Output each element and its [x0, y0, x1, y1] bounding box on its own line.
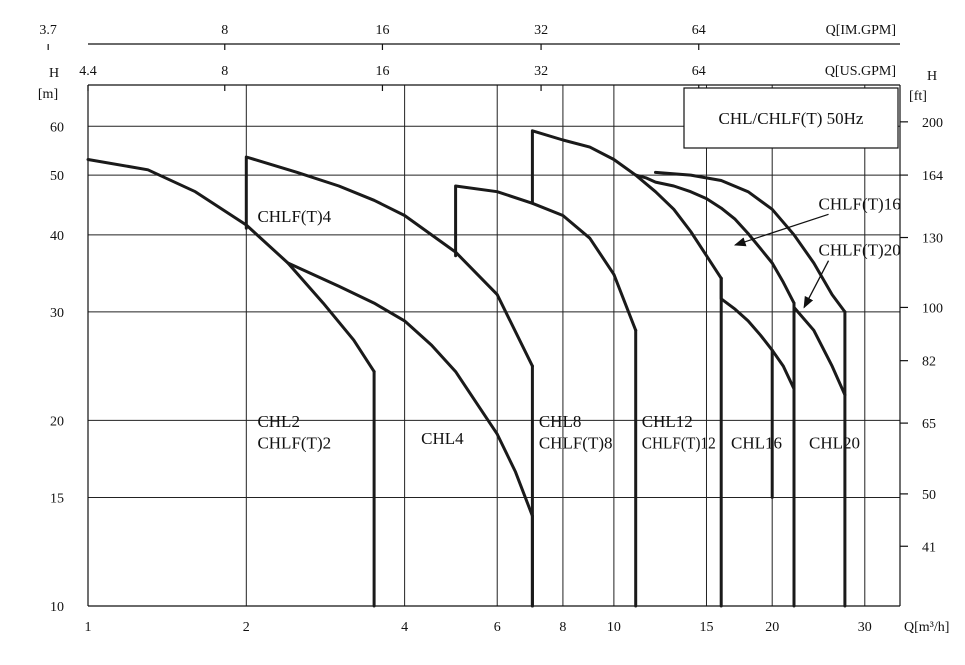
- x-tick-label: 4: [401, 620, 408, 635]
- x-tick-label: 15: [699, 620, 713, 635]
- top-axis1-tick-label: 16: [375, 23, 389, 38]
- x-tick-label: 20: [765, 620, 779, 635]
- right-axis-unit: [ft]: [909, 89, 927, 104]
- pump-curves: [86, 129, 847, 608]
- model-label: CHL8: [539, 412, 582, 431]
- performance-curve: [654, 170, 847, 314]
- x-tick-label: 10: [607, 620, 621, 635]
- chart-title-box: CHL/CHLF(T) 50Hz: [683, 87, 899, 149]
- top-axis2-tick-label: 16: [375, 64, 389, 79]
- right-y-tick-label: 130: [922, 232, 943, 247]
- left-axis-head: H: [49, 66, 59, 81]
- x-axis-title: Q[m³/h]: [904, 620, 949, 635]
- x-tick-label: 1: [85, 620, 92, 635]
- model-label: CHL2: [257, 412, 300, 431]
- performance-curve: [454, 184, 638, 332]
- label-arrow: [733, 213, 829, 247]
- model-label: CHLF(T)20: [819, 241, 901, 260]
- performance-curve: [286, 261, 534, 518]
- model-label: CHL16: [731, 434, 782, 453]
- top-axis1-tick-label: 8: [221, 23, 228, 38]
- gridlines: [88, 85, 900, 607]
- left-y-tick-label: 10: [50, 600, 64, 615]
- right-y-tick-label: 50: [922, 488, 936, 503]
- top-axis2-tick-label: 64: [692, 64, 706, 79]
- model-label: CHLF(T)2: [257, 434, 331, 453]
- right-y-tick-label: 200: [922, 116, 943, 131]
- left-y-tick-label: 30: [50, 306, 64, 321]
- top-axis2-title: Q[US.GPM]: [825, 64, 896, 79]
- model-label: CHLF(T)12: [642, 434, 716, 453]
- model-label: CHLF(T)16: [819, 194, 901, 213]
- performance-curve: [244, 155, 534, 368]
- top-axis1-title: Q[IM.GPM]: [826, 23, 896, 38]
- top-axis2-tick-label: 4.4: [79, 64, 97, 79]
- title-box: [683, 87, 899, 149]
- performance-curve: [86, 158, 376, 374]
- right-y-tick-label: 82: [922, 355, 936, 370]
- model-label: CHL20: [809, 434, 860, 453]
- right-axis-head: H: [927, 69, 937, 84]
- label-arrow: [803, 260, 830, 309]
- top-axis2-tick-label: 8: [221, 64, 228, 79]
- left-y-tick-label: 15: [50, 491, 64, 506]
- top-axis1-tick-label: 3.7: [39, 23, 57, 38]
- top-axis1-tick-label: 32: [534, 23, 548, 38]
- right-y-tick-label: 100: [922, 301, 943, 316]
- left-y-tick-label: 40: [50, 229, 64, 244]
- left-y-tick-label: 50: [50, 169, 64, 184]
- model-label: CHLF(T)4: [257, 207, 331, 226]
- right-y-tick-label: 41: [922, 540, 936, 555]
- tick-labels: 3.7 8 16 32 64 Q[IM.GPM]4.4 8 16 32 64 Q[US.GPM]1 2…: [38, 23, 950, 635]
- left-y-tick-label: 60: [50, 120, 64, 135]
- top-axis2-tick-label: 32: [534, 64, 548, 79]
- plot-frame: [47, 43, 908, 607]
- x-tick-label: 30: [858, 620, 872, 635]
- performance-curve: [634, 173, 796, 305]
- top-axis1-tick-label: 64: [692, 23, 706, 38]
- model-label: CHLF(T)8: [539, 434, 613, 453]
- left-y-tick-label: 20: [50, 414, 64, 429]
- x-tick-label: 2: [243, 620, 250, 635]
- model-annotations: CHLF(T)4 CHL2 CHLF(T)2 CHL4 CHL8 CHLF(T)8 CHL1…: [257, 194, 900, 452]
- performance-curve: [792, 305, 847, 595]
- performance-curve: [719, 276, 796, 391]
- chart-title: CHL/CHLF(T) 50Hz: [719, 109, 864, 128]
- right-y-tick-label: 164: [922, 169, 943, 184]
- left-axis-unit: [m]: [38, 87, 58, 102]
- x-tick-label: 6: [494, 620, 501, 635]
- right-y-tick-label: 65: [922, 417, 936, 432]
- model-label: CHL4: [421, 429, 464, 448]
- model-label: CHL12: [642, 412, 693, 431]
- performance-curve: [530, 129, 723, 280]
- x-tick-label: 8: [559, 620, 566, 635]
